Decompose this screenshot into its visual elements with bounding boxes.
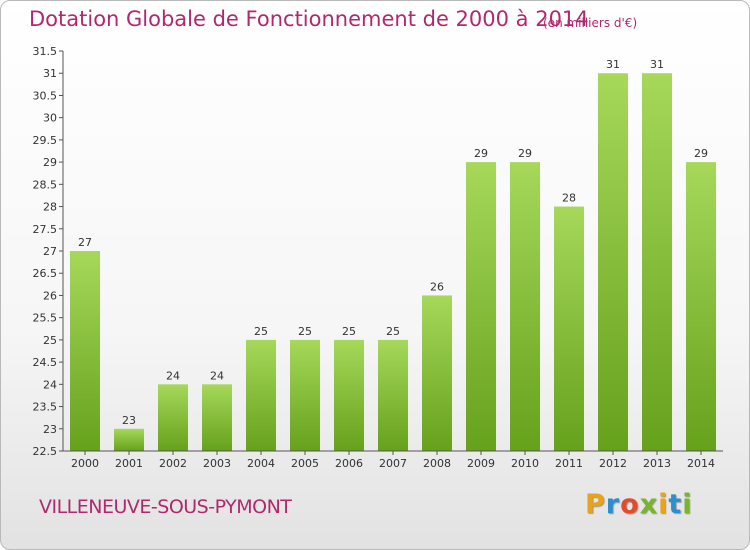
bar-2003 (202, 384, 232, 451)
x-tick-label: 2014 (687, 457, 715, 470)
x-tick-label: 2005 (291, 457, 319, 470)
bar-2000 (70, 251, 100, 451)
x-tick-label: 2011 (555, 457, 583, 470)
value-label: 31 (606, 58, 620, 71)
y-tick-label: 24 (43, 378, 57, 391)
bar-2009 (466, 162, 496, 451)
y-tick-label: 24.5 (33, 356, 58, 369)
y-tick-label: 29 (43, 156, 57, 169)
y-tick-label: 23 (43, 423, 57, 436)
y-tick-label: 23.5 (33, 401, 58, 414)
value-label: 25 (386, 325, 400, 338)
logo-letter: i (682, 489, 693, 520)
logo-letter: i (658, 489, 669, 520)
y-tick-label: 27.5 (33, 223, 58, 236)
value-label: 29 (694, 147, 708, 160)
logo-letter: r (605, 489, 621, 520)
x-tick-label: 2002 (159, 457, 187, 470)
x-tick-label: 2008 (423, 457, 451, 470)
y-tick-label: 30.5 (33, 89, 58, 102)
bar-2010 (510, 162, 540, 451)
commune-name: VILLENEUVE-SOUS-PYMONT (39, 496, 292, 518)
bar-2011 (554, 206, 584, 451)
y-tick-label: 25 (43, 334, 57, 347)
bar-2006 (334, 339, 364, 451)
x-tick-label: 2010 (511, 457, 539, 470)
x-tick-label: 2000 (71, 457, 99, 470)
x-tick-label: 2009 (467, 457, 495, 470)
bar-2002 (158, 384, 188, 451)
x-tick-label: 2001 (115, 457, 143, 470)
logo-letter: t (668, 489, 683, 520)
value-label: 25 (298, 325, 312, 338)
bar-2007 (378, 339, 408, 451)
bar-2004 (246, 339, 276, 451)
x-tick-label: 2013 (643, 457, 671, 470)
bar-2014 (686, 162, 716, 451)
value-label: 29 (474, 147, 488, 160)
value-label: 23 (122, 414, 136, 427)
x-tick-label: 2004 (247, 457, 275, 470)
y-tick-label: 27 (43, 245, 57, 258)
y-tick-label: 28.5 (33, 178, 58, 191)
logo-letter: P (585, 489, 606, 520)
y-tick-label: 28 (43, 201, 57, 214)
y-tick-label: 30 (43, 112, 57, 125)
value-label: 28 (562, 192, 576, 205)
value-label: 27 (78, 236, 92, 249)
bar-2012 (598, 73, 628, 451)
value-label: 25 (254, 325, 268, 338)
y-tick-label: 26 (43, 289, 57, 302)
chart-title: Dotation Globale de Fonctionnement de 20… (29, 7, 589, 31)
chart-subtitle: (en milliers d'€) (543, 16, 638, 30)
value-label: 26 (430, 280, 444, 293)
value-label: 29 (518, 147, 532, 160)
logo-letter: x (639, 489, 659, 520)
bar-2008 (422, 295, 452, 451)
value-label: 24 (210, 369, 224, 382)
y-tick-label: 29.5 (33, 134, 58, 147)
logo-letter: o (620, 489, 640, 520)
y-tick-label: 22.5 (33, 445, 58, 458)
bar-2005 (290, 339, 320, 451)
bar-2001 (114, 428, 144, 451)
y-tick-label: 25.5 (33, 312, 58, 325)
x-tick-label: 2003 (203, 457, 231, 470)
y-tick-label: 31 (43, 67, 57, 80)
x-tick-label: 2006 (335, 457, 363, 470)
y-tick-label: 26.5 (33, 267, 58, 280)
x-tick-label: 2007 (379, 457, 407, 470)
value-label: 31 (650, 58, 664, 71)
value-label: 25 (342, 325, 356, 338)
y-tick-label: 31.5 (33, 45, 58, 58)
value-label: 24 (166, 369, 180, 382)
proxiti-logo: Proxiti (585, 489, 693, 520)
x-tick-label: 2012 (599, 457, 627, 470)
bar-2013 (642, 73, 672, 451)
